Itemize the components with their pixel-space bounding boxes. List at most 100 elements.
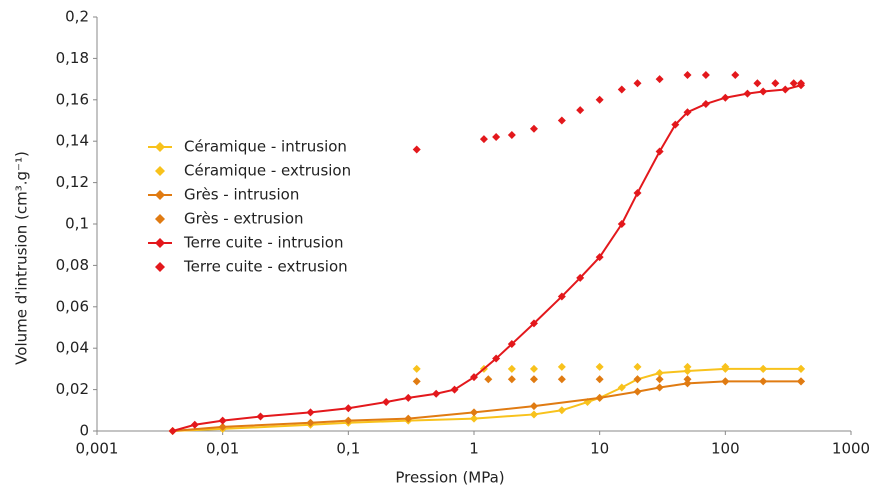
x-tick-label: 0,1	[336, 440, 360, 458]
data-point	[721, 377, 730, 386]
data-point	[633, 375, 642, 384]
y-tick-label: 0,02	[56, 380, 89, 398]
data-point	[655, 75, 664, 84]
data-point	[382, 398, 391, 407]
data-point	[595, 253, 604, 262]
data-point	[781, 85, 790, 94]
y-tick-label: 0,12	[56, 173, 89, 191]
data-point	[412, 377, 421, 386]
series-line	[172, 84, 802, 432]
x-tick-label: 100	[711, 440, 740, 458]
data-point	[344, 416, 353, 425]
data-point	[306, 418, 315, 427]
x-tick-label: 1000	[832, 440, 870, 458]
x-tick-label: 0,01	[206, 440, 239, 458]
data-point	[701, 70, 710, 79]
data-point	[412, 145, 421, 154]
series-line	[172, 380, 801, 432]
y-tick-label: 0,16	[56, 90, 89, 108]
data-point	[595, 362, 604, 371]
data-point	[492, 133, 501, 142]
data-point	[507, 340, 516, 349]
data-point	[557, 292, 566, 301]
data-point	[557, 362, 566, 371]
data-point	[721, 93, 730, 102]
legend-label: Céramique - intrusion	[184, 138, 347, 156]
data-point	[450, 385, 459, 394]
data-point	[683, 375, 692, 384]
data-point	[671, 120, 680, 129]
data-point	[557, 406, 566, 415]
data-point	[344, 404, 353, 413]
legend-marker	[155, 214, 165, 224]
data-point	[529, 375, 538, 384]
data-point	[479, 135, 488, 144]
data-point	[759, 364, 768, 373]
y-axis-label: Volume d'intrusion (cm³.g⁻¹)	[13, 151, 31, 365]
data-point	[507, 375, 516, 384]
data-point	[492, 354, 501, 363]
data-point	[595, 375, 604, 384]
data-point	[617, 383, 626, 392]
data-point	[683, 366, 692, 375]
data-point	[507, 130, 516, 139]
data-point	[701, 99, 710, 108]
data-point	[529, 124, 538, 133]
data-point	[470, 408, 478, 417]
data-point	[218, 416, 227, 425]
data-point	[576, 273, 585, 282]
data-point	[789, 79, 798, 88]
data-point	[484, 375, 493, 384]
data-point	[633, 387, 642, 396]
data-point	[470, 373, 478, 382]
data-point	[633, 188, 642, 197]
x-tick-label: 1	[469, 440, 479, 458]
data-point	[432, 389, 441, 398]
legend-marker	[155, 190, 165, 200]
legend-label: Terre cuite - extrusion	[183, 258, 348, 276]
data-point	[655, 375, 664, 384]
legend-marker	[155, 262, 165, 272]
y-tick-label: 0,08	[56, 256, 89, 274]
data-point	[731, 70, 740, 79]
y-tick-label: 0,06	[56, 297, 89, 315]
legend-marker	[155, 142, 165, 152]
data-point	[633, 362, 642, 371]
data-point	[529, 364, 538, 373]
data-point	[796, 79, 805, 88]
data-point	[617, 85, 626, 94]
data-point	[190, 420, 199, 429]
data-point	[557, 375, 566, 384]
data-point	[743, 89, 752, 98]
data-point	[796, 377, 805, 386]
data-point	[683, 108, 692, 117]
data-point	[655, 147, 664, 156]
data-point	[412, 364, 421, 373]
data-point	[529, 410, 538, 419]
data-point	[683, 362, 692, 371]
data-point	[576, 106, 585, 115]
data-point	[306, 408, 315, 417]
data-point	[759, 87, 768, 96]
legend-label: Grès - intrusion	[184, 186, 299, 204]
y-tick-label: 0,14	[56, 132, 89, 150]
data-point	[633, 79, 642, 88]
data-point	[529, 319, 538, 328]
data-point	[218, 422, 227, 431]
y-tick-label: 0,18	[56, 49, 89, 67]
data-point	[721, 362, 730, 371]
data-point	[796, 364, 805, 373]
y-tick-label: 0,1	[65, 215, 89, 233]
data-point	[557, 116, 566, 125]
data-point	[771, 79, 780, 88]
data-point	[595, 95, 604, 104]
legend-label: Céramique - extrusion	[184, 162, 351, 180]
data-point	[595, 393, 604, 402]
data-point	[529, 402, 538, 411]
data-point	[507, 364, 516, 373]
y-tick-label: 0	[79, 422, 89, 440]
data-point	[683, 70, 692, 79]
legend-label: Terre cuite - intrusion	[183, 234, 343, 252]
data-point	[168, 427, 177, 435]
